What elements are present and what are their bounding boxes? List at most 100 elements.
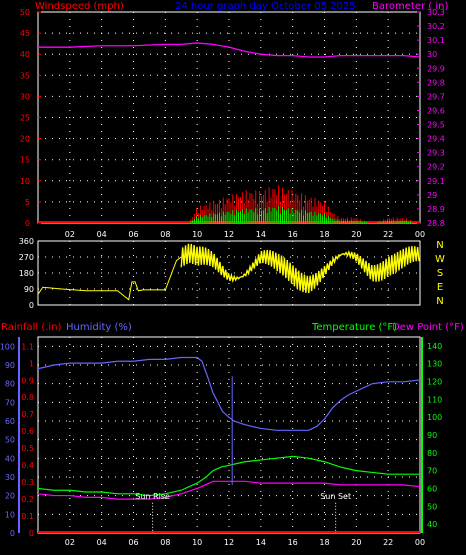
humidity-tick-label: 50 — [5, 436, 15, 445]
temperature-tick-label: 90 — [427, 431, 437, 440]
x-tick-label: 12 — [224, 538, 234, 547]
direction-tick-label: 90 — [24, 285, 34, 294]
x-tick-label: 04 — [97, 230, 107, 239]
direction-series — [37, 243, 420, 301]
x-tick-label: 06 — [128, 538, 138, 547]
x-tick-label: 02 — [65, 538, 75, 547]
humidity-tick-label: 60 — [5, 417, 15, 426]
temperature-tick-label: 80 — [427, 449, 437, 458]
rain-tick-label: 0.1 — [21, 512, 34, 521]
rain-tick-label: 0.2 — [21, 495, 34, 504]
x-tick-label: 06 — [128, 230, 138, 239]
direction-tick-label: 180 — [19, 269, 34, 278]
sun-annotations: Sun Rise Sun Set — [135, 492, 351, 533]
rain-tick-label: 0.9 — [21, 376, 34, 385]
barometer-tick-label: 29.5 — [427, 121, 445, 130]
barometer-tick-label: 29.3 — [427, 149, 445, 158]
humidity-tick-label: 30 — [5, 473, 15, 482]
wind-tick-label: 5 — [25, 198, 30, 207]
compass-letter: N — [436, 240, 443, 251]
barometer-axis-ticks: 28.8 28.9 29 29.1 29.2 29.3 29.4 29.5 29.6 29.7 29… — [417, 8, 445, 228]
temperature-tick-label: 70 — [427, 467, 437, 476]
temperature-line — [37, 455, 420, 497]
barometer-tick-label: 29.7 — [427, 92, 445, 101]
x-tick-label: 16 — [288, 538, 298, 547]
wind-tick-label: 15 — [20, 156, 30, 165]
humidity-tick-label: 80 — [5, 380, 15, 389]
x-tick-label: 18 — [319, 230, 329, 239]
barometer-tick-label: 30.1 — [427, 36, 445, 45]
temperature-tick-label: 130 — [427, 360, 442, 369]
temperature-tick-label: 50 — [427, 502, 437, 511]
barometer-tick-label: 28.9 — [427, 205, 445, 214]
top-x-axis-ticks: 02 04 06 08 10 12 14 16 18 20 22 00 — [65, 230, 425, 239]
barometer-line — [38, 42, 421, 58]
direction-tick-label: 270 — [19, 253, 34, 262]
sun-marker-label: Sun Rise — [135, 492, 170, 501]
compass-letter: E — [437, 282, 443, 293]
x-tick-label: 02 — [65, 230, 75, 239]
wind-tick-label: 25 — [20, 114, 30, 123]
temperature-tick-label: 60 — [427, 484, 437, 493]
barometer-tick-label: 29.1 — [427, 177, 445, 186]
rain-tick-label: 1.1 — [21, 342, 34, 351]
barometer-tick-label: 30.2 — [427, 22, 445, 31]
wind-tick-label: 10 — [20, 177, 30, 186]
x-tick-label: 10 — [192, 538, 202, 547]
humidity-title: Humidity (%) — [66, 322, 132, 333]
barometer-tick-label: 28.8 — [427, 219, 445, 228]
x-tick-label: 18 — [319, 538, 329, 547]
wind-tick-label: 50 — [20, 8, 30, 17]
barometer-tick-label: 30 — [427, 50, 437, 59]
wind-direction-panel-frame — [37, 240, 421, 306]
x-tick-label: 14 — [256, 538, 266, 547]
humidity-line — [37, 356, 421, 431]
compass-letter: W — [435, 254, 445, 265]
barometer-tick-label: 29.2 — [427, 163, 445, 172]
top-series — [38, 42, 421, 223]
rain-tick-label: 0.6 — [21, 427, 34, 436]
x-tick-label: 08 — [160, 538, 170, 547]
x-tick-label: 22 — [383, 230, 393, 239]
temperature-tick-label: 110 — [427, 395, 442, 404]
bottom-grid — [38, 337, 420, 533]
x-tick-label: 00 — [415, 538, 425, 547]
temperature-title: Temperature (°F) — [311, 322, 397, 333]
bottom-x-axis-ticks: 02 04 06 08 10 12 14 16 18 20 22 00 — [65, 538, 425, 547]
humidity-tick-label: 20 — [5, 492, 15, 501]
rain-tick-label: 1 — [29, 359, 34, 368]
rain-tick-label: 0 — [29, 529, 34, 538]
direction-axis-ticks: 0 90 180 270 360 — [19, 237, 34, 310]
x-tick-label: 20 — [351, 230, 361, 239]
x-tick-label: 16 — [288, 230, 298, 239]
rain-tick-label: 0.5 — [21, 444, 34, 453]
x-tick-label: 04 — [97, 538, 107, 547]
humidity-tick-label: 40 — [5, 454, 15, 463]
wind-tick-label: 45 — [20, 29, 30, 38]
temperature-tick-label: 140 — [427, 342, 442, 351]
wind-tick-label: 20 — [20, 135, 30, 144]
rain-humidity-axis-ticks: 0 10 20 30 40 50 60 70 80 90 100 0 0.1 0.2 0.3 0.4 0.5 0.… — [0, 337, 34, 538]
direction-tick-label: 0 — [29, 301, 34, 310]
mid-grid — [38, 241, 420, 305]
direction-tick-label: 360 — [19, 237, 34, 246]
barometer-tick-label: 29.9 — [427, 64, 445, 73]
temperature-tick-label: 40 — [427, 520, 437, 529]
x-tick-label: 00 — [415, 230, 425, 239]
x-tick-label: 08 — [160, 230, 170, 239]
x-tick-label: 22 — [383, 538, 393, 547]
temperature-axis-ticks: 40 50 60 70 80 90 100 110 120 130 140 — [421, 337, 442, 533]
wind-tick-label: 40 — [20, 50, 30, 59]
temperature-tick-label: 120 — [427, 378, 442, 387]
humidity-tick-label: 100 — [0, 342, 15, 351]
rain-tick-label: 0.3 — [21, 478, 34, 487]
direction-line-early — [37, 256, 182, 301]
wind-tick-label: 0 — [25, 219, 30, 228]
rain-tick-label: 0.4 — [21, 461, 34, 470]
rain-tick-label: 0.8 — [21, 393, 34, 402]
humidity-tick-label: 0 — [10, 529, 15, 538]
sun-marker-label: Sun Set — [320, 492, 351, 501]
wind-tick-label: 35 — [20, 71, 30, 80]
